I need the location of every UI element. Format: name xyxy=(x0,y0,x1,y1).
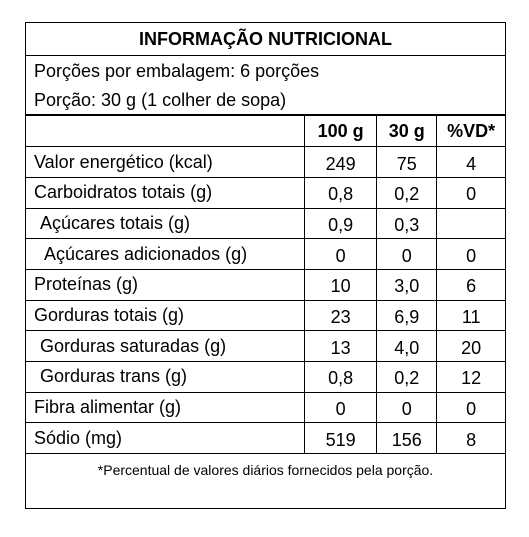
table-row: Açúcares totais (g) 0,9 0,3 xyxy=(26,208,505,240)
value-per-30g: 4,0 xyxy=(376,330,438,362)
value-per-30g: 156 xyxy=(376,422,438,455)
nutrient-label: Proteínas (g) xyxy=(26,269,306,301)
value-vd: 4 xyxy=(436,146,505,178)
value-per-30g: 3,0 xyxy=(376,269,438,301)
header-100g: 100 g xyxy=(304,116,378,148)
table-row: Açúcares adicionados (g) 0 0 0 xyxy=(26,238,505,270)
table-row: Valor energético (kcal) 249 75 4 xyxy=(26,146,505,178)
value-per-100g: 0,8 xyxy=(304,361,378,393)
table-row: Gorduras totais (g) 23 6,9 11 xyxy=(26,300,505,332)
nutrient-label: Gorduras trans (g) xyxy=(26,361,306,393)
nutrient-label: Açúcares adicionados (g) xyxy=(26,238,306,270)
value-per-30g: 0,2 xyxy=(376,177,438,209)
table-row: Carboidratos totais (g) 0,8 0,2 0 xyxy=(26,177,505,209)
header-label xyxy=(26,116,306,148)
nutrient-label: Fibra alimentar (g) xyxy=(26,392,306,424)
nutrient-label: Gorduras saturadas (g) xyxy=(26,330,306,362)
value-vd: 0 xyxy=(436,238,505,270)
nutrition-facts-label: INFORMAÇÃO NUTRICIONAL Porções por embal… xyxy=(25,22,506,509)
table-row: Proteínas (g) 10 3,0 6 xyxy=(26,269,505,301)
value-per-30g: 0 xyxy=(376,238,438,270)
nutrient-label: Açúcares totais (g) xyxy=(26,208,306,240)
value-per-100g: 0 xyxy=(304,392,378,424)
value-per-100g: 0 xyxy=(304,238,378,270)
header-30g: 30 g xyxy=(376,116,438,148)
nutrition-table: 100 g 30 g %VD* Valor energético (kcal) 2… xyxy=(26,116,505,455)
table-row: Gorduras saturadas (g) 13 4,0 20 xyxy=(26,330,505,362)
portion-info: Porções por embalagem: 6 porções Porção:… xyxy=(26,56,505,116)
value-per-30g: 75 xyxy=(376,146,438,178)
value-vd: 20 xyxy=(436,330,505,362)
value-vd xyxy=(436,208,505,240)
value-vd: 0 xyxy=(436,177,505,209)
value-per-100g: 249 xyxy=(304,146,378,178)
value-vd: 6 xyxy=(436,269,505,301)
value-vd: 0 xyxy=(436,392,505,424)
portions-per-package: Porções por embalagem: 6 porções xyxy=(34,61,320,81)
value-per-100g: 519 xyxy=(304,422,378,455)
value-vd: 12 xyxy=(436,361,505,393)
table-row: Fibra alimentar (g) 0 0 0 xyxy=(26,392,505,424)
label-title: INFORMAÇÃO NUTRICIONAL xyxy=(26,23,505,56)
value-vd: 8 xyxy=(436,422,505,455)
portion-size: Porção: 30 g (1 colher de sopa) xyxy=(34,90,287,110)
footnote: *Percentual de valores diários fornecido… xyxy=(97,462,434,479)
value-per-100g: 0,9 xyxy=(304,208,378,240)
value-per-30g: 0,2 xyxy=(376,361,438,393)
value-per-100g: 13 xyxy=(304,330,378,362)
value-per-30g: 0 xyxy=(376,392,438,424)
value-per-100g: 23 xyxy=(304,300,378,332)
value-per-100g: 10 xyxy=(304,269,378,301)
nutrient-label: Valor energético (kcal) xyxy=(26,146,306,178)
table-header-row: 100 g 30 g %VD* xyxy=(26,116,505,148)
nutrient-label: Carboidratos totais (g) xyxy=(26,177,306,209)
nutrient-label: Sódio (mg) xyxy=(26,422,306,455)
table-row: Sódio (mg) 519 156 8 xyxy=(26,422,505,455)
value-per-100g: 0,8 xyxy=(304,177,378,209)
value-vd: 11 xyxy=(436,300,505,332)
header-vd: %VD* xyxy=(436,116,505,148)
value-per-30g: 0,3 xyxy=(376,208,438,240)
value-per-30g: 6,9 xyxy=(376,300,438,332)
table-row: Gorduras trans (g) 0,8 0,2 12 xyxy=(26,361,505,393)
nutrient-label: Gorduras totais (g) xyxy=(26,300,306,332)
